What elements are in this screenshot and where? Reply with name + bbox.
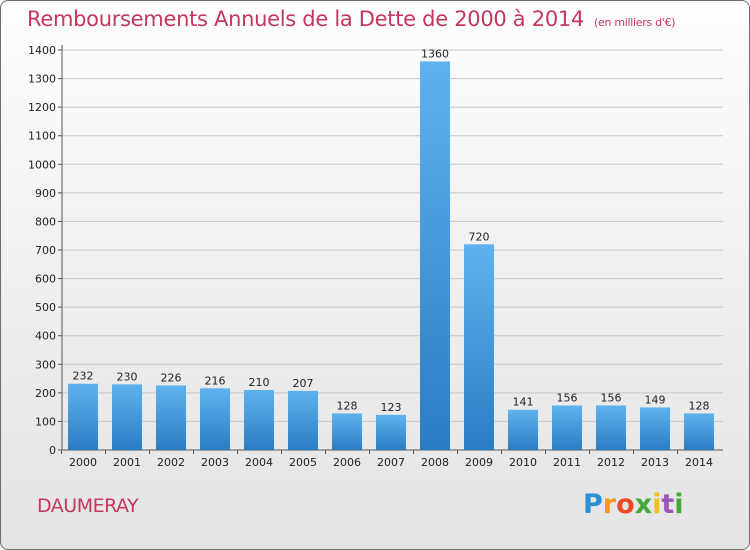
bar-2014 xyxy=(684,413,714,450)
x-tick-label: 2009 xyxy=(465,456,493,469)
bar-2007 xyxy=(376,414,406,450)
axes: 0 100 200 300 400 500 600 700 800 900 1000 1100 1200… xyxy=(28,44,723,469)
y-tick-label: 1200 xyxy=(28,101,56,114)
x-tick-label: 2000 xyxy=(69,456,97,469)
x-tick-label: 2004 xyxy=(245,456,273,469)
bar-2013 xyxy=(640,407,670,450)
data-labels: 232 230 226 216 210 207 128 123 1360 720 141 156 156… xyxy=(73,47,710,413)
y-tick-label: 800 xyxy=(35,215,56,228)
bar-2005 xyxy=(288,390,318,450)
y-tick-label: 400 xyxy=(35,330,56,343)
x-tick-label: 2014 xyxy=(685,456,713,469)
data-label: 149 xyxy=(645,393,666,406)
bars xyxy=(68,61,714,451)
data-label: 1360 xyxy=(421,47,449,60)
bar-2012 xyxy=(596,405,626,450)
data-label: 210 xyxy=(249,376,270,389)
bar-2000 xyxy=(68,383,98,450)
data-label: 226 xyxy=(161,371,182,384)
data-label: 232 xyxy=(73,370,94,383)
bar-2011 xyxy=(552,405,582,450)
data-label: 141 xyxy=(513,396,534,409)
data-label: 156 xyxy=(557,391,578,404)
data-label: 216 xyxy=(205,374,226,387)
bar-2002 xyxy=(156,385,186,450)
x-tick-label: 2011 xyxy=(553,456,581,469)
y-tick-label: 600 xyxy=(35,273,56,286)
proxiti-logo: Proxiti xyxy=(583,489,684,520)
y-tick-label: 700 xyxy=(35,244,56,257)
data-label: 123 xyxy=(381,401,402,414)
x-tick-label: 2006 xyxy=(333,456,361,469)
bar-2001 xyxy=(112,384,142,450)
chart-title: Remboursements Annuels de la Dette de 20… xyxy=(27,7,675,31)
y-tick-label: 100 xyxy=(35,415,56,428)
bar-2003 xyxy=(200,388,230,450)
x-tick-label: 2002 xyxy=(157,456,185,469)
y-tick-label: 1000 xyxy=(28,158,56,171)
y-tick-label: 900 xyxy=(35,187,56,200)
data-label: 128 xyxy=(337,399,358,412)
data-label: 230 xyxy=(117,370,138,383)
y-tick-label: 500 xyxy=(35,301,56,314)
grid-lines xyxy=(62,49,723,422)
y-tick-label: 300 xyxy=(35,358,56,371)
y-tick-label: 1400 xyxy=(28,44,56,57)
x-tick-label: 2007 xyxy=(377,456,405,469)
x-tick-label: 2001 xyxy=(113,456,141,469)
data-label: 128 xyxy=(689,399,710,412)
x-tick-label: 2012 xyxy=(597,456,625,469)
x-tick-label: 2003 xyxy=(201,456,229,469)
y-tick-label: 1300 xyxy=(28,73,56,86)
x-tick-label: 2008 xyxy=(421,456,449,469)
data-label: 156 xyxy=(601,391,622,404)
data-label: 207 xyxy=(293,377,314,390)
x-tick-label: 2010 xyxy=(509,456,537,469)
x-tick-label: 2013 xyxy=(641,456,669,469)
bar-2004 xyxy=(244,390,274,450)
y-tick-label: 200 xyxy=(35,387,56,400)
bar-2008 xyxy=(420,61,450,451)
bar-2010 xyxy=(508,409,538,450)
bar-2009 xyxy=(464,244,494,450)
data-label: 720 xyxy=(469,230,490,243)
title-text: Remboursements Annuels de la Dette de 20… xyxy=(27,7,584,31)
y-tick-label: 1100 xyxy=(28,130,56,143)
unit-label: (en milliers d'€) xyxy=(594,16,676,29)
y-tick-label: 0 xyxy=(49,444,56,457)
bar-2006 xyxy=(332,413,362,450)
x-tick-label: 2005 xyxy=(289,456,317,469)
commune-name: DAUMERAY xyxy=(37,495,139,517)
